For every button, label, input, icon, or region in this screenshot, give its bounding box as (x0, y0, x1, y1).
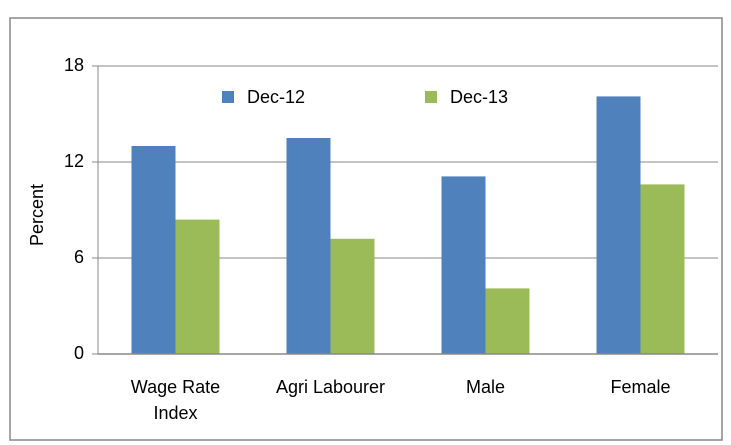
bar (441, 176, 486, 354)
legend-swatch (425, 91, 437, 103)
y-tick-label: 18 (64, 55, 84, 75)
bar (485, 288, 530, 354)
y-tick-label: 12 (64, 151, 84, 171)
bar (131, 146, 176, 354)
legend-label: Dec-12 (247, 87, 305, 107)
x-tick-label: Wage Rate Index (130, 377, 221, 423)
bar (286, 138, 331, 354)
bar (330, 238, 375, 354)
y-tick-label: 6 (74, 247, 84, 267)
y-tick-label: 0 (74, 343, 84, 363)
legend-swatch (222, 91, 234, 103)
y-axis-label: Percent (27, 184, 47, 246)
x-tick-label: Agri Labourer (275, 377, 386, 397)
x-tick-label: Male (465, 377, 505, 397)
bar (175, 219, 220, 354)
bar (640, 184, 685, 354)
x-tick-label: Female (610, 377, 671, 397)
bar (596, 96, 641, 355)
legend-label: Dec-13 (450, 87, 508, 107)
